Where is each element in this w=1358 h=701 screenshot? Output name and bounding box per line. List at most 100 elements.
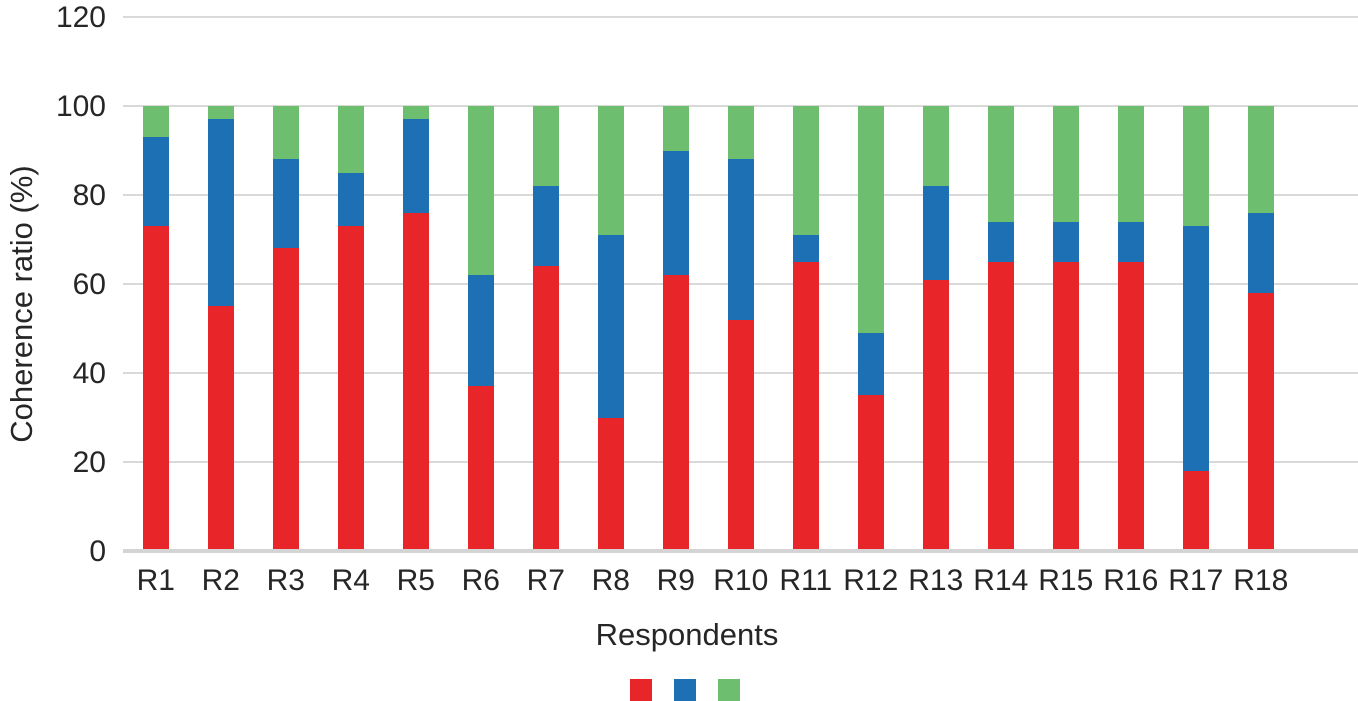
x-tick-label-R14: R14 [973, 564, 1029, 597]
bar-segment-blue-series-R10 [727, 159, 754, 320]
x-tick-label-R5: R5 [396, 564, 435, 597]
bar-R2 [207, 17, 234, 551]
x-tick-label-R11: R11 [779, 564, 833, 597]
bar-segment-red-series-R12 [857, 395, 884, 551]
bar-R10 [727, 17, 754, 551]
bar-segment-green-series-R1 [142, 106, 169, 138]
bar-segment-red-series-R9 [662, 275, 689, 551]
bar-R18 [1247, 17, 1274, 551]
bar-R6 [467, 17, 494, 551]
bar-segment-blue-series-R6 [467, 275, 494, 387]
x-tick-label-R2: R2 [201, 564, 240, 597]
bar-segment-blue-series-R9 [662, 150, 689, 276]
bar-segment-blue-series-R18 [1247, 212, 1274, 293]
y-tick-label-40: 40 [72, 356, 106, 390]
bar-segment-green-series-R2 [207, 106, 234, 120]
legend-swatch-red-series [630, 679, 652, 701]
bar-segment-red-series-R18 [1247, 292, 1274, 551]
bar-R8 [597, 17, 624, 551]
bar-R5 [402, 17, 429, 551]
x-axis-line [123, 549, 1358, 553]
bar-R3 [272, 17, 299, 551]
bar-segment-blue-series-R1 [142, 137, 169, 227]
bar-segment-red-series-R4 [337, 226, 364, 551]
bar-segment-green-series-R11 [792, 106, 819, 236]
bar-segment-green-series-R10 [727, 106, 754, 160]
y-tick-label-60: 60 [72, 267, 106, 301]
legend-swatch-blue-series [674, 679, 696, 701]
bar-segment-green-series-R16 [1117, 106, 1144, 222]
x-tick-label-R15: R15 [1038, 564, 1094, 597]
bar-segment-green-series-R17 [1182, 106, 1209, 227]
bar-segment-red-series-R5 [402, 212, 429, 551]
bar-segment-red-series-R1 [142, 226, 169, 551]
bar-segment-blue-series-R5 [402, 119, 429, 213]
bar-segment-green-series-R5 [402, 106, 429, 120]
bar-R4 [337, 17, 364, 551]
bar-R1 [142, 17, 169, 551]
bar-segment-green-series-R12 [857, 106, 884, 333]
bar-segment-red-series-R11 [792, 261, 819, 551]
x-tick-label-R3: R3 [266, 564, 305, 597]
bar-segment-blue-series-R16 [1117, 221, 1144, 262]
bar-segment-red-series-R14 [987, 261, 1014, 551]
bar-segment-red-series-R7 [532, 266, 559, 551]
bar-segment-red-series-R17 [1182, 470, 1209, 551]
gridline-y100 [123, 105, 1358, 107]
bar-segment-blue-series-R7 [532, 186, 559, 267]
y-tick-label-80: 80 [72, 178, 106, 212]
bar-segment-blue-series-R3 [272, 159, 299, 249]
bar-segment-red-series-R10 [727, 319, 754, 551]
bar-segment-blue-series-R4 [337, 172, 364, 227]
bar-segment-green-series-R6 [467, 106, 494, 276]
y-tick-label-120: 120 [55, 0, 106, 34]
bar-segment-red-series-R15 [1052, 261, 1079, 551]
bar-segment-red-series-R16 [1117, 261, 1144, 551]
x-tick-label-R7: R7 [526, 564, 565, 597]
y-tick-label-0: 0 [89, 534, 106, 568]
bar-segment-green-series-R7 [532, 106, 559, 187]
bar-segment-blue-series-R12 [857, 332, 884, 396]
x-tick-label-R17: R17 [1168, 564, 1224, 597]
legend-swatch-green-series [718, 679, 740, 701]
bar-R12 [857, 17, 884, 551]
bar-R9 [662, 17, 689, 551]
bar-segment-green-series-R9 [662, 106, 689, 151]
bar-segment-blue-series-R14 [987, 221, 1014, 262]
bar-R16 [1117, 17, 1144, 551]
bar-R17 [1182, 17, 1209, 551]
bar-segment-blue-series-R13 [922, 186, 949, 280]
bar-segment-red-series-R13 [922, 279, 949, 551]
legend [630, 679, 740, 701]
bar-R7 [532, 17, 559, 551]
x-tick-label-R10: R10 [713, 564, 769, 597]
x-tick-label-R18: R18 [1233, 564, 1289, 597]
bar-R14 [987, 17, 1014, 551]
bar-segment-blue-series-R8 [597, 235, 624, 418]
bar-segment-red-series-R2 [207, 306, 234, 551]
x-tick-label-R1: R1 [136, 564, 175, 597]
x-axis-title: Respondents [595, 617, 779, 652]
bar-R15 [1052, 17, 1079, 551]
x-tick-label-R9: R9 [656, 564, 695, 597]
x-tick-label-R4: R4 [331, 564, 370, 597]
bar-segment-red-series-R8 [597, 417, 624, 551]
x-tick-label-R12: R12 [843, 564, 899, 597]
bar-R13 [922, 17, 949, 551]
y-tick-label-100: 100 [55, 89, 106, 123]
bar-segment-green-series-R3 [272, 106, 299, 160]
bar-segment-blue-series-R2 [207, 119, 234, 307]
bar-segment-red-series-R3 [272, 248, 299, 551]
bar-segment-blue-series-R17 [1182, 226, 1209, 471]
bar-segment-green-series-R8 [597, 106, 624, 236]
bar-segment-green-series-R4 [337, 106, 364, 173]
y-tick-label-20: 20 [72, 445, 106, 479]
bar-segment-blue-series-R11 [792, 235, 819, 262]
bar-segment-red-series-R6 [467, 386, 494, 551]
plot-area [123, 16, 1358, 553]
bar-R11 [792, 17, 819, 551]
bar-segment-green-series-R14 [987, 106, 1014, 222]
x-tick-label-R13: R13 [908, 564, 964, 597]
x-tick-label-R16: R16 [1103, 564, 1159, 597]
